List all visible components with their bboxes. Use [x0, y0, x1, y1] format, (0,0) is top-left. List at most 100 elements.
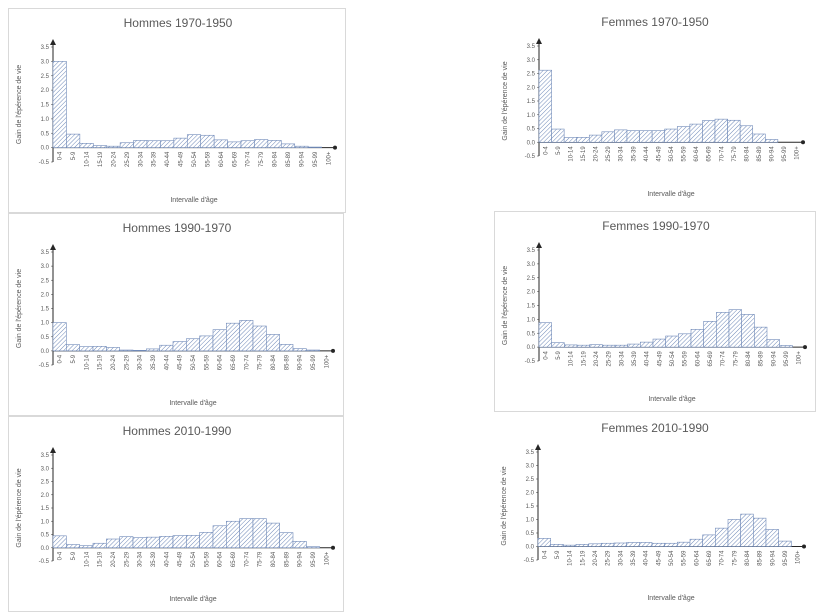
y-tick-label: 1.5 [527, 99, 536, 105]
x-tick-label: 60-64 [694, 550, 700, 566]
bar [160, 140, 175, 148]
y-tick-label: 1.0 [41, 519, 50, 525]
bar [739, 125, 754, 143]
x-tick-label: 40-44 [165, 151, 171, 167]
bar [146, 536, 160, 549]
y-axis-label: Gain de l'épérence de vie [16, 65, 23, 144]
bar [52, 535, 67, 549]
x-tick-label: 0-4 [58, 354, 64, 363]
bar [588, 543, 602, 547]
bar [576, 344, 590, 348]
x-tick-label: 85-89 [757, 146, 763, 162]
chart-panel-femmes-1990-1970: Femmes 1990-1970 -0.5 0.0 0.5 1.0 1.5 2.0 2.5 3.… [494, 211, 816, 412]
bar [212, 525, 227, 549]
x-tick-label: 95-99 [313, 151, 319, 167]
bar [689, 123, 703, 143]
x-tick-label: 95-99 [311, 354, 317, 370]
x-tick-label: 55-59 [204, 354, 210, 370]
x-tick-label: 95-99 [311, 551, 317, 567]
y-tick-label: 3.0 [527, 262, 536, 268]
x-tick-label: 10-14 [84, 354, 90, 370]
bar [307, 146, 322, 148]
x-tick-label: 0-4 [58, 151, 64, 160]
x-tick-label: 90-94 [298, 551, 304, 567]
y-tick-label: 1.0 [527, 317, 536, 323]
y-tick-label: 3.0 [41, 264, 50, 270]
bar [550, 544, 564, 547]
bar [702, 534, 716, 547]
bar [639, 542, 653, 547]
x-tick-label: 30-34 [138, 551, 144, 567]
bar [186, 134, 202, 148]
x-tick-label: 50-54 [669, 550, 675, 566]
bar [601, 542, 615, 547]
y-tick-label: 2.0 [41, 292, 50, 298]
bar [239, 518, 254, 549]
y-tick-label: 0.0 [526, 545, 535, 551]
x-tick-label: 5-9 [71, 354, 77, 363]
x-tick-label: 5-9 [71, 551, 77, 560]
x-tick-label: 15-19 [581, 350, 587, 366]
x-tick-label: 5-9 [556, 350, 562, 359]
bar [159, 344, 174, 352]
y-axis-arrow [536, 242, 542, 248]
bar [52, 61, 67, 148]
bar [227, 141, 242, 148]
y-tick-label: 3.0 [526, 464, 535, 470]
bar [267, 140, 282, 148]
x-tick-label: 55-59 [205, 151, 211, 167]
y-tick-label: 3.5 [526, 450, 535, 456]
bar [92, 542, 107, 549]
bar [213, 139, 228, 148]
bar [92, 346, 107, 352]
bar [715, 527, 729, 547]
bar [252, 518, 267, 549]
y-tick-label: 3.0 [41, 466, 50, 472]
y-tick-label: 2.0 [527, 85, 536, 91]
x-tick-label: 45-49 [656, 146, 662, 162]
y-tick-label: -0.5 [39, 363, 50, 369]
x-tick-label: 100+ [326, 151, 332, 165]
x-tick-label: 35-39 [632, 350, 638, 366]
bar [627, 343, 641, 348]
chart-title: Hommes 2010-1990 [123, 424, 232, 438]
y-tick-label: 0.0 [527, 140, 536, 146]
bar [172, 341, 187, 352]
chart-panel-femmes-1970-1950: Femmes 1970-1950 -0.5 0.0 0.5 1.0 1.5 2.0 2.5 3.… [495, 8, 815, 208]
bar [266, 522, 280, 549]
x-tick-label: 5-9 [555, 550, 561, 559]
y-tick-label: 1.5 [41, 103, 50, 109]
y-tick-label: 2.0 [527, 290, 536, 296]
chart-title: Femmes 1990-1970 [602, 219, 710, 233]
x-tick-label: 85-89 [286, 151, 292, 167]
chart-panel-hommes-1970-1950: Hommes 1970-1950 -0.5 0.0 0.5 1.0 1.5 2.0 2.5 3.… [8, 8, 346, 213]
x-tick-label: 45-49 [179, 151, 185, 167]
bar [677, 541, 691, 547]
x-tick-label: 80-84 [273, 151, 279, 167]
y-tick-label: 3.5 [527, 248, 536, 254]
bar [626, 542, 640, 547]
y-tick-label: 2.5 [41, 480, 50, 486]
bar [92, 145, 108, 148]
x-tick-label: 100+ [797, 351, 803, 365]
bar [652, 338, 666, 348]
y-tick-label: 0.5 [41, 533, 50, 539]
x-tick-label: 75-79 [259, 151, 265, 167]
bar [551, 342, 565, 348]
y-tick-label: 2.0 [526, 491, 535, 497]
bar [226, 322, 240, 352]
x-tick-label: 90-94 [770, 550, 776, 566]
x-tick-label: 95-99 [783, 550, 789, 566]
bar [702, 120, 716, 143]
bar [589, 344, 603, 348]
x-tick-label: 15-19 [98, 551, 104, 567]
x-tick-label: 15-19 [98, 354, 104, 370]
bar [614, 344, 628, 348]
x-tick-label: 55-59 [682, 146, 688, 162]
x-tick-label: 20-24 [111, 354, 117, 370]
bar [575, 544, 589, 547]
bar [186, 534, 200, 549]
x-tick-label: 50-54 [670, 350, 676, 366]
bar [689, 538, 703, 547]
x-tick-label: 60-64 [218, 551, 224, 567]
